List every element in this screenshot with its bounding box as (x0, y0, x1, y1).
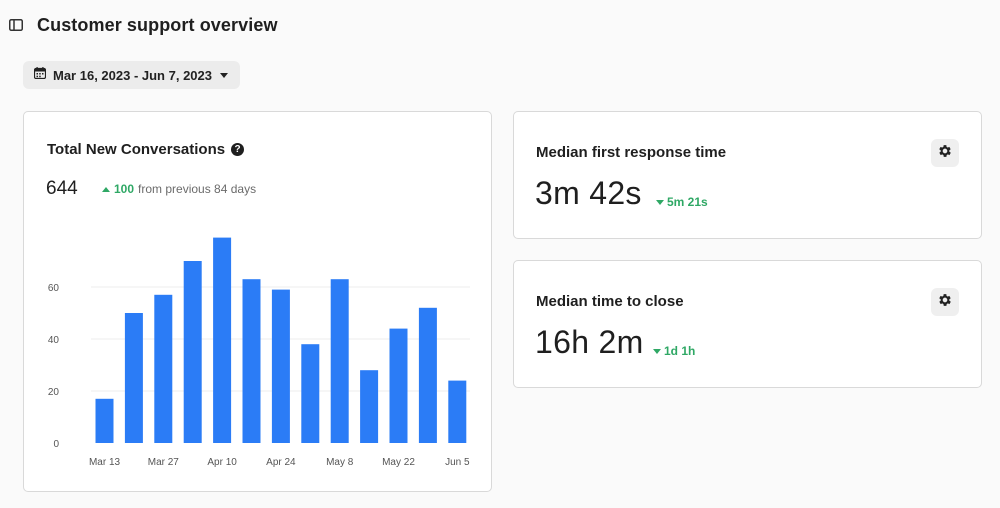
time-to-close-delta-value: 1d 1h (664, 344, 696, 358)
gear-icon (937, 143, 953, 164)
bar (448, 380, 467, 443)
bar (389, 328, 408, 443)
time-to-close-value: 16h 2m (535, 324, 644, 360)
first-response-delta: 5m 21s (656, 195, 708, 209)
median-first-response-card: Median first response time 3m 42s 5m 21s (513, 111, 982, 239)
bar (271, 289, 290, 443)
conversations-delta-note: from previous 84 days (138, 182, 257, 196)
first-response-settings-button[interactable] (931, 139, 959, 167)
total-new-conversations-card: Total New Conversations ? 644 100 from p… (23, 111, 492, 492)
bar (183, 261, 202, 443)
first-response-delta-value: 5m 21s (667, 195, 708, 209)
x-tick-label: Mar 27 (148, 457, 180, 468)
x-tick-label: Apr 24 (266, 457, 296, 468)
chevron-down-icon (219, 72, 228, 78)
y-tick-label: 40 (48, 335, 60, 346)
bar (154, 294, 173, 443)
date-range-picker[interactable]: Mar 16, 2023 - Jun 7, 2023 (23, 61, 240, 89)
bar (124, 313, 143, 443)
page-title: Customer support overview (37, 14, 278, 35)
y-tick-label: 20 (48, 387, 60, 398)
sidebar-toggle-icon[interactable] (9, 18, 23, 32)
x-tick-label: Jun 5 (445, 457, 470, 468)
y-tick-label: 60 (48, 283, 60, 294)
bar (242, 279, 261, 443)
x-tick-label: May 8 (326, 457, 354, 468)
conversations-title: Total New Conversations (47, 141, 226, 158)
x-tick-label: Mar 13 (89, 457, 121, 468)
bar (418, 307, 437, 443)
y-tick-label: 0 (53, 439, 59, 450)
bar (301, 344, 320, 443)
first-response-value: 3m 42s (535, 175, 642, 211)
bar (95, 398, 114, 443)
bar (360, 370, 379, 443)
bar (330, 279, 349, 443)
arrow-down-icon (653, 348, 661, 354)
arrow-down-icon (656, 199, 664, 205)
conversations-title-row: Total New Conversations ? (47, 141, 245, 158)
time-to-close-delta: 1d 1h (653, 344, 695, 358)
date-range-label: Mar 16, 2023 - Jun 7, 2023 (53, 67, 212, 83)
help-icon[interactable]: ? (231, 143, 245, 156)
time-to-close-title: Median time to close (536, 293, 684, 310)
gear-icon (937, 292, 953, 313)
conversations-delta-value: 100 (114, 182, 135, 196)
bar (213, 237, 232, 443)
conversations-total: 644 (46, 178, 78, 199)
median-time-to-close-card: Median time to close 16h 2m 1d 1h (513, 260, 982, 388)
time-to-close-settings-button[interactable] (931, 288, 959, 316)
conversations-bar-chart: 0 20 40 60 Mar 13 Mar 27 Apr 10 Apr 24 May 8 May … (48, 237, 470, 468)
calendar-icon (33, 66, 47, 84)
first-response-title: Median first response time (536, 144, 727, 161)
conversations-delta: 100 from previous 84 days (102, 182, 256, 196)
arrow-up-icon (102, 186, 110, 192)
header: Customer support overview (9, 12, 278, 38)
x-tick-label: Apr 10 (207, 457, 237, 468)
x-tick-label: May 22 (382, 457, 415, 468)
